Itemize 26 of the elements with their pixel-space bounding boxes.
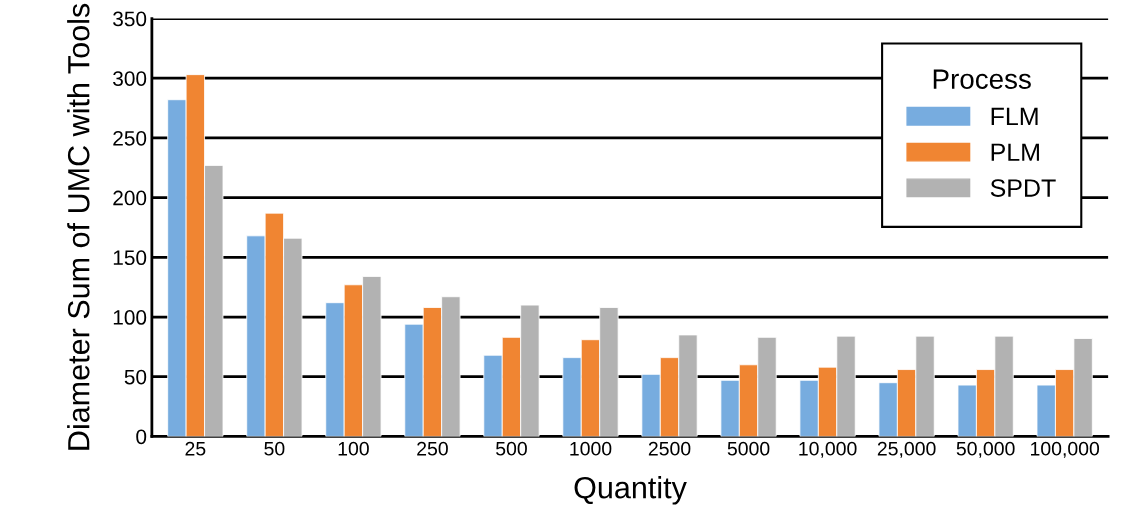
x-tick-label: 50,000	[956, 441, 1015, 458]
y-tick-label: 50	[124, 369, 147, 385]
x-tick-label: 100,000	[1031, 441, 1100, 458]
y-tick-label: 350	[113, 11, 147, 27]
x-tick-label: 25,000	[877, 441, 936, 458]
y-tick-label: 0	[136, 429, 147, 445]
x-axis-title: Quantity	[574, 476, 687, 505]
x-tick-label: 25	[185, 441, 206, 456]
y-tick-label: 300	[113, 71, 147, 86]
y-tick-label: 200	[113, 190, 147, 206]
x-tick-label: 100	[338, 441, 369, 456]
x-tick-label: 10,000	[799, 441, 857, 458]
x-tick-label: 5000	[727, 441, 770, 456]
x-tick-label: 500	[496, 441, 527, 456]
legend-label: PLM	[991, 143, 1039, 161]
x-tick-label: 50	[264, 441, 285, 456]
legend-title: Process	[933, 69, 1031, 89]
y-tick-label: 250	[113, 130, 147, 146]
y-axis-title: Diameter Sum of UMC with Tools	[67, 3, 90, 450]
x-tick-label: 250	[417, 441, 448, 456]
x-tick-label: 1000	[570, 441, 612, 456]
y-tick-label: 150	[113, 250, 147, 266]
legend-label: SPDT	[990, 179, 1056, 197]
y-tick-label: 100	[113, 310, 147, 325]
x-tick-label: 2500	[648, 441, 691, 456]
legend-label: FLM	[991, 107, 1038, 126]
